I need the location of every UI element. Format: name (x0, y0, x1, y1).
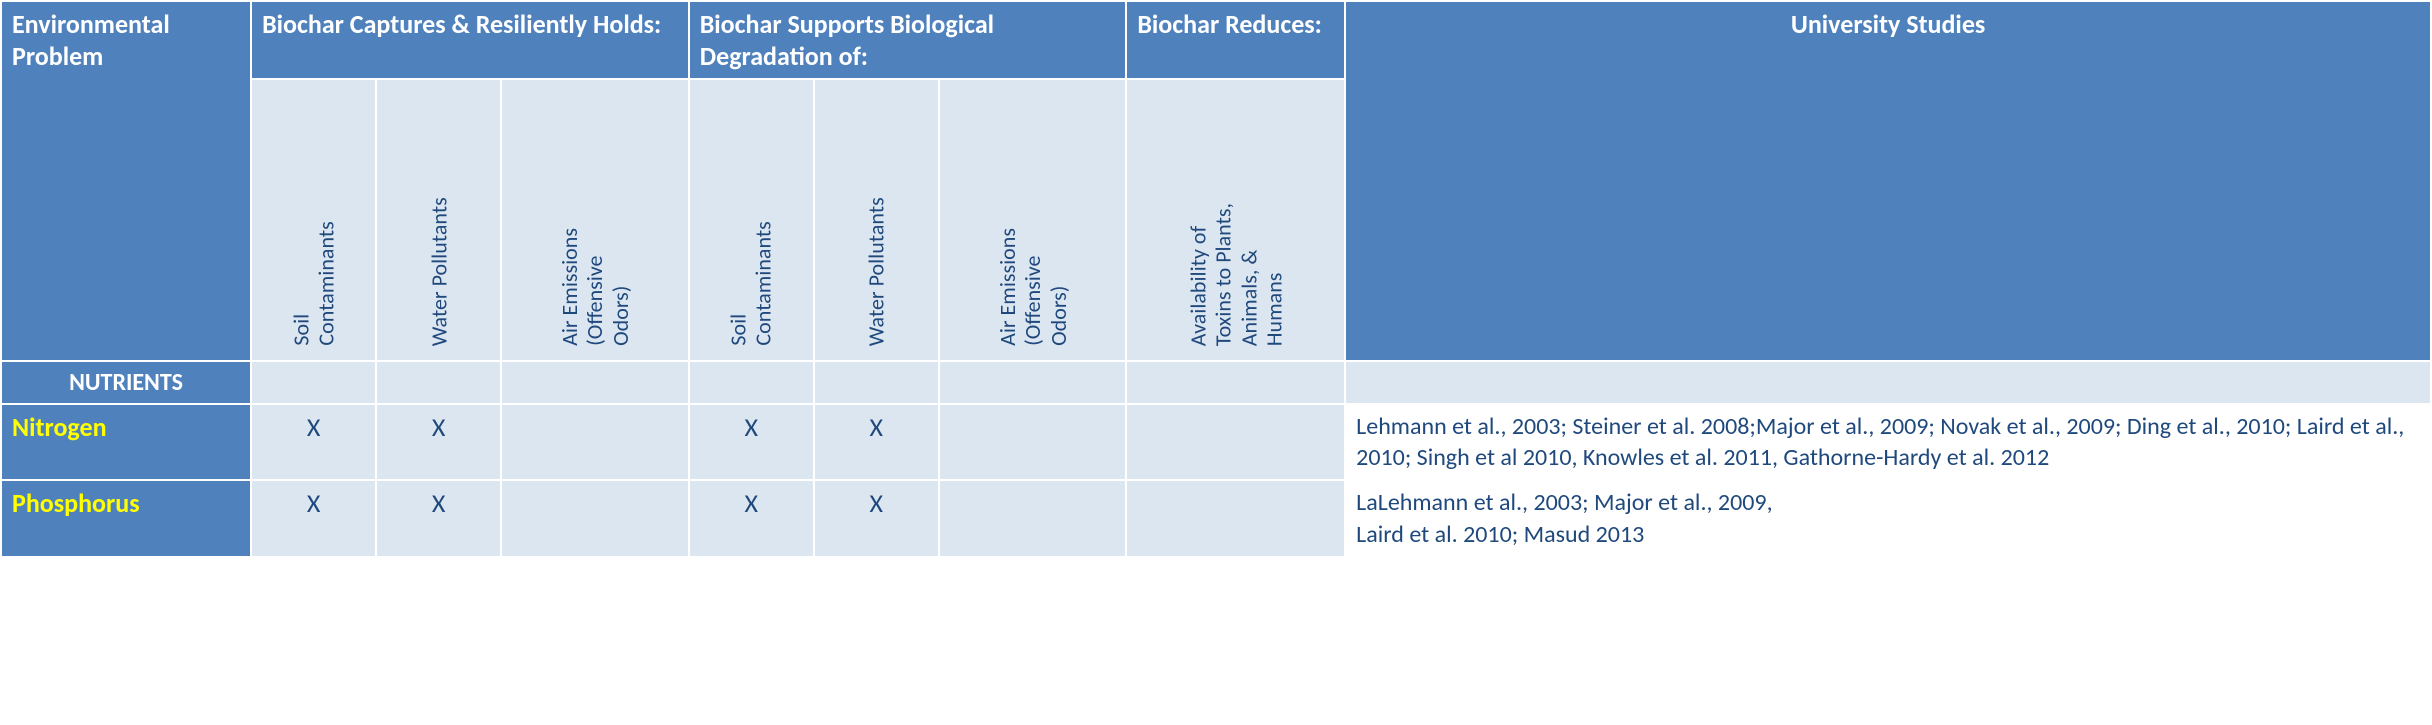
header-row: Environmental Problem Biochar Captures &… (1, 1, 2431, 79)
table-row: Phosphorus X X X X LaLehmann et al., 200… (1, 480, 2431, 556)
cell (501, 480, 689, 556)
cell (939, 404, 1127, 480)
cell: X (251, 404, 376, 480)
cell (1126, 404, 1345, 480)
sub-air-emissions-1: Air Emissions(OffensiveOdors) (501, 79, 689, 361)
section-row: NUTRIENTS (1, 361, 2431, 404)
row-label-nitrogen: Nitrogen (1, 404, 251, 480)
hdr-reduces: Biochar Reduces: (1126, 1, 1345, 79)
cell: X (814, 404, 939, 480)
hdr-supports: Biochar Supports Biological Degradation … (689, 1, 1127, 79)
sub-water-pollutants-2: Water Pollutants (814, 79, 939, 361)
cell (501, 404, 689, 480)
row-label-phosphorus: Phosphorus (1, 480, 251, 556)
sub-water-pollutants-1: Water Pollutants (376, 79, 501, 361)
cell: X (689, 404, 814, 480)
cell: X (814, 480, 939, 556)
hdr-studies: University Studies (1345, 1, 2431, 361)
section-nutrients: NUTRIENTS (1, 361, 251, 404)
hdr-captures: Biochar Captures & Resiliently Holds: (251, 1, 689, 79)
cell: X (251, 480, 376, 556)
biochar-table: Environmental Problem Biochar Captures &… (0, 0, 2432, 558)
sub-soil-contaminants-2: SoilContaminants (689, 79, 814, 361)
cell (1126, 480, 1345, 556)
sub-soil-contaminants-1: SoilContaminants (251, 79, 376, 361)
cell: X (689, 480, 814, 556)
sub-air-emissions-2: Air Emissions(OffensiveOdors) (939, 79, 1127, 361)
study-phosphorus: LaLehmann et al., 2003; Major et al., 20… (1345, 480, 2431, 556)
hdr-environmental-problem: Environmental Problem (1, 1, 251, 361)
cell: X (376, 404, 501, 480)
sub-availability-toxins: Availability ofToxins to Plants,Animals,… (1126, 79, 1345, 361)
cell (939, 480, 1127, 556)
study-nitrogen: Lehmann et al., 2003; Steiner et al. 200… (1345, 404, 2431, 480)
cell: X (376, 480, 501, 556)
table-row: Nitrogen X X X X Lehmann et al., 2003; S… (1, 404, 2431, 480)
